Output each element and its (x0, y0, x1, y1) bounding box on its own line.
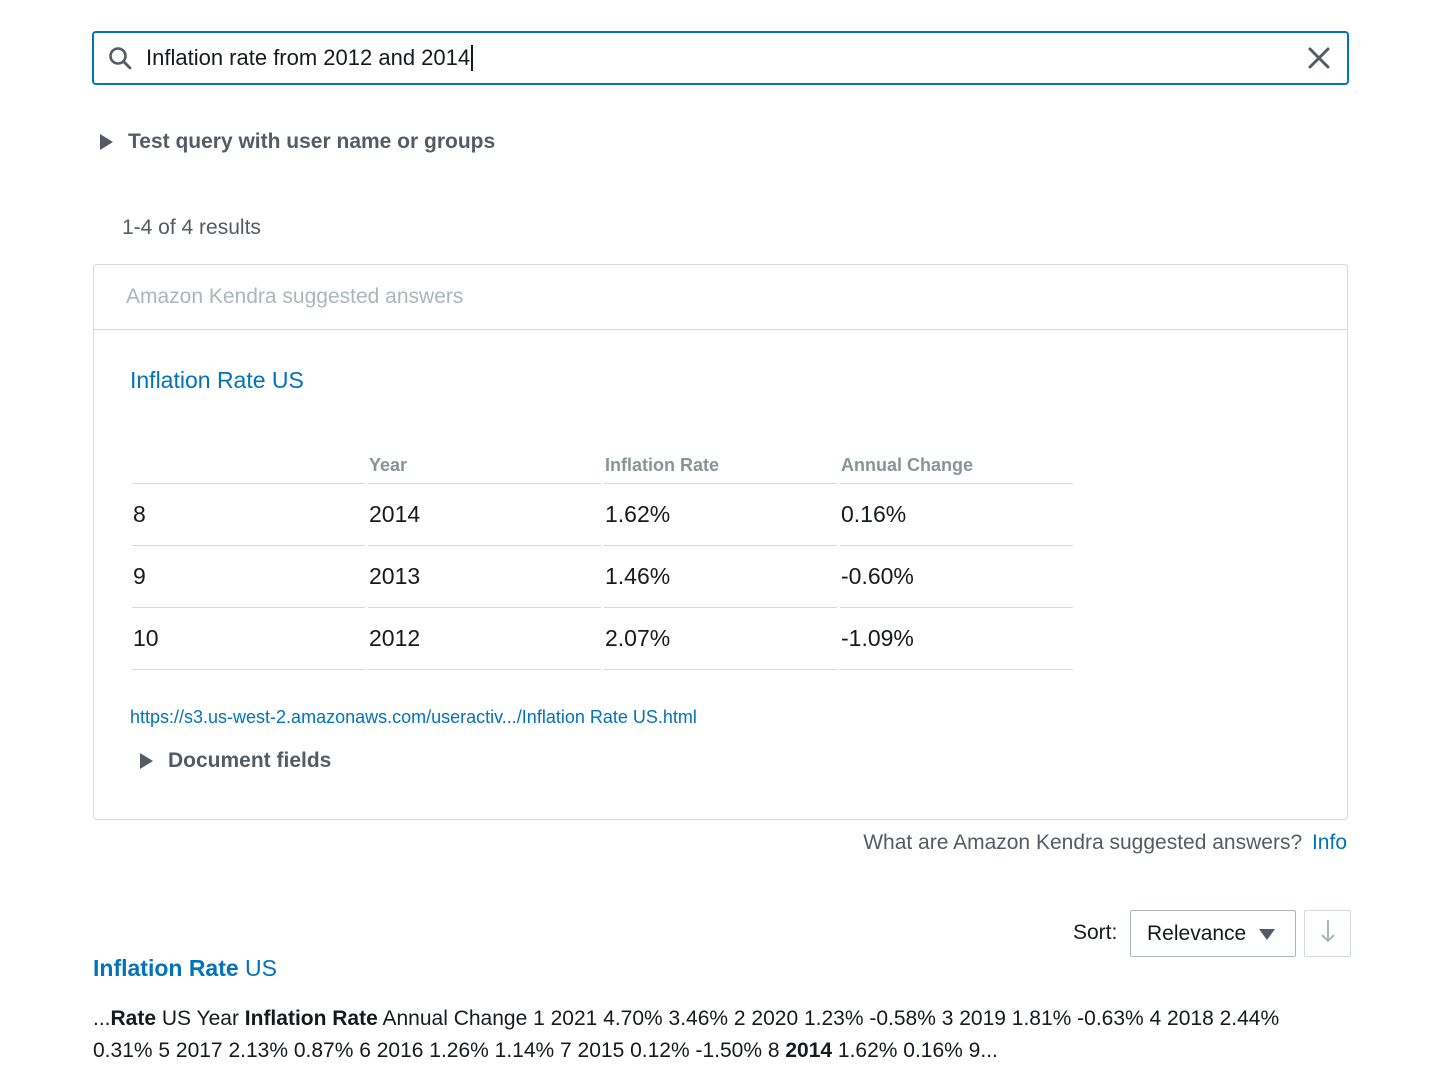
document-fields-expander[interactable]: Document fields (140, 749, 331, 773)
table-cell: 1.62% (604, 484, 837, 546)
table-header-row: Year Inflation Rate Annual Change (132, 448, 1076, 484)
table-cell: 2012 (368, 608, 601, 670)
sort-direction-button[interactable] (1304, 910, 1351, 957)
excerpt-segment: US Year (156, 1007, 245, 1030)
table-cell: 0.16% (840, 484, 1073, 546)
search-icon (106, 44, 134, 72)
table-cell: 9 (132, 546, 365, 608)
test-query-label: Test query with user name or groups (128, 130, 496, 153)
document-link[interactable]: https://s3.us-west-2.amazonaws.com/usera… (130, 707, 697, 727)
table-cell: -0.60% (840, 546, 1073, 608)
table-cell: 2014 (368, 484, 601, 546)
excerpt-segment: 1.62% 0.16% 9... (832, 1039, 998, 1062)
table-cell: 2.07% (604, 608, 837, 670)
suggested-answers-question: What are Amazon Kendra suggested answers… (863, 831, 1303, 854)
result-title-rest: US (238, 955, 278, 981)
caret-right-icon (140, 753, 153, 769)
result-excerpt: ...Rate US Year Inflation Rate Annual Ch… (93, 1003, 1343, 1067)
search-bar[interactable]: Inflation rate from 2012 and 2014 (92, 31, 1349, 85)
caret-down-icon (1259, 929, 1275, 940)
table-row: 10 2012 2.07% -1.09% (132, 608, 1076, 670)
excerpt-highlight: Rate (110, 1007, 157, 1030)
results-count: 1-4 of 4 results (122, 216, 261, 239)
table-cell: 2013 (368, 546, 601, 608)
excerpt-highlight: Inflation Rate (244, 1007, 378, 1030)
close-icon[interactable] (1305, 44, 1333, 72)
suggested-answers-header: Amazon Kendra suggested answers (94, 265, 1347, 330)
table-header-cell (132, 448, 365, 484)
text-caret (471, 45, 473, 71)
arrow-down-icon (1319, 918, 1337, 949)
table-header-cell: Year (368, 448, 601, 484)
result-title-highlight: Inflation Rate (93, 955, 239, 981)
search-query-text: Inflation rate from 2012 and 2014 (146, 45, 471, 70)
document-fields-label: Document fields (168, 749, 332, 772)
result-title-link[interactable]: Inflation Rate US (93, 955, 277, 982)
sort-select[interactable]: Relevance (1130, 910, 1296, 957)
test-query-expander[interactable]: Test query with user name or groups (100, 130, 495, 154)
sort-label: Sort: (1073, 921, 1118, 944)
table-cell: 10 (132, 608, 365, 670)
answer-title-link[interactable]: Inflation Rate US (130, 367, 304, 393)
answer-table: Year Inflation Rate Annual Change 8 2014… (132, 448, 1076, 670)
table-cell: 8 (132, 484, 365, 546)
suggested-answers-help: What are Amazon Kendra suggested answers… (863, 831, 1347, 855)
info-link[interactable]: Info (1311, 831, 1347, 854)
search-input[interactable]: Inflation rate from 2012 and 2014 (146, 45, 1305, 71)
excerpt-segment: Annual Change 1 2021 4.70% 3.46% 2 2020 … (93, 1007, 1280, 1062)
excerpt-segment: ... (93, 1007, 111, 1030)
table-header-cell: Inflation Rate (604, 448, 837, 484)
excerpt-highlight: 2014 (785, 1039, 833, 1062)
table-header-cell: Annual Change (840, 448, 1073, 484)
table-row: 9 2013 1.46% -0.60% (132, 546, 1076, 608)
table-row: 8 2014 1.62% 0.16% (132, 484, 1076, 546)
sort-selected-value: Relevance (1147, 921, 1247, 945)
table-cell: 1.46% (604, 546, 837, 608)
caret-right-icon (100, 134, 113, 150)
table-cell: -1.09% (840, 608, 1073, 670)
suggested-answers-panel: Amazon Kendra suggested answers Inflatio… (93, 264, 1348, 820)
